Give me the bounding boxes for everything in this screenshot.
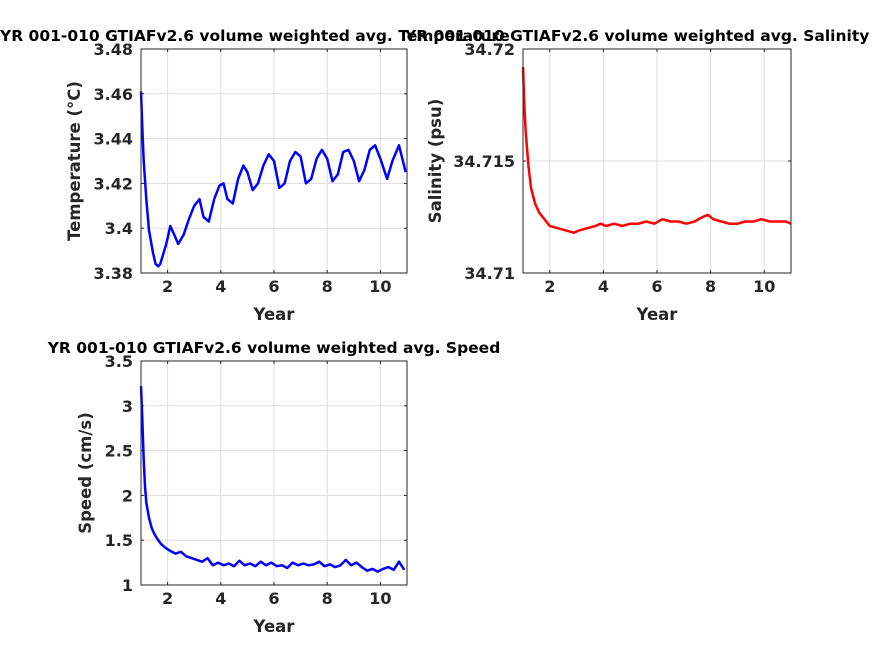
y-tick-label: 3.46 [94,85,133,104]
x-tick-label: 10 [753,277,775,296]
x-tick-label: 2 [162,277,173,296]
speed-y-axis-label: Speed (cm/s) [76,412,95,534]
y-tick-label: 3 [122,397,133,416]
y-tick-label: 34.71 [464,264,515,283]
x-tick-label: 8 [705,277,716,296]
y-tick-label: 34.72 [464,40,515,59]
salinity-plot: 2 4 6 8 10 34.71 34.715 34.72 YR 001-010 GTIAFv… [404,27,869,324]
temperature-chart-title: YR 001-010 GTIAFv2.6 volume weighted avg… [0,27,510,45]
y-tick-label: 1.5 [105,531,133,550]
x-tick-label: 4 [598,277,609,296]
salinity-chart-title: YR 001-010 GTIAFv2.6 volume weighted avg… [404,27,869,45]
salinity-y-axis-label: Salinity (psu) [426,99,445,224]
salinity-line [521,66,792,234]
x-tick-label: 8 [322,589,333,608]
y-tick-label: 3.5 [105,352,133,371]
y-tick-label: 2 [122,486,133,505]
speed-plot: 2 4 6 8 10 1 1.5 2 2.5 3 3.5 YR 001-010 GTIAFv2.6 … [47,339,501,636]
y-tick-label: 3.48 [94,40,133,59]
x-tick-label: 10 [369,277,391,296]
x-tick-label: 2 [544,277,555,296]
x-tick-label: 6 [268,589,279,608]
temperature-y-axis-label: Temperature (°C) [65,81,84,241]
x-tick-label: 8 [322,277,333,296]
x-tick-label: 2 [162,589,173,608]
y-tick-label: 3.38 [94,264,133,283]
temperature-line [139,91,407,268]
x-tick-label: 6 [651,277,662,296]
y-tick-label: 3.42 [94,174,133,193]
y-tick-label: 2.5 [105,442,133,461]
x-tick-label: 4 [215,589,226,608]
speed-x-axis-label: Year [253,617,296,636]
x-tick-label: 4 [215,277,226,296]
y-tick-label: 34.715 [453,152,515,171]
x-tick-label: 10 [369,589,391,608]
temperature-x-axis-label: Year [253,305,296,324]
speed-chart-title: YR 001-010 GTIAFv2.6 volume weighted avg… [47,339,501,357]
x-tick-label: 6 [268,277,279,296]
temperature-plot: 2 4 6 8 10 3.38 3.4 3.42 3.44 3.46 3.48 YR 001-010… [0,27,510,324]
y-tick-label: 3.4 [105,219,133,238]
y-tick-label: 3.44 [94,130,133,149]
speed-line [139,386,406,573]
salinity-x-axis-label: Year [636,305,679,324]
y-tick-label: 1 [122,576,133,595]
